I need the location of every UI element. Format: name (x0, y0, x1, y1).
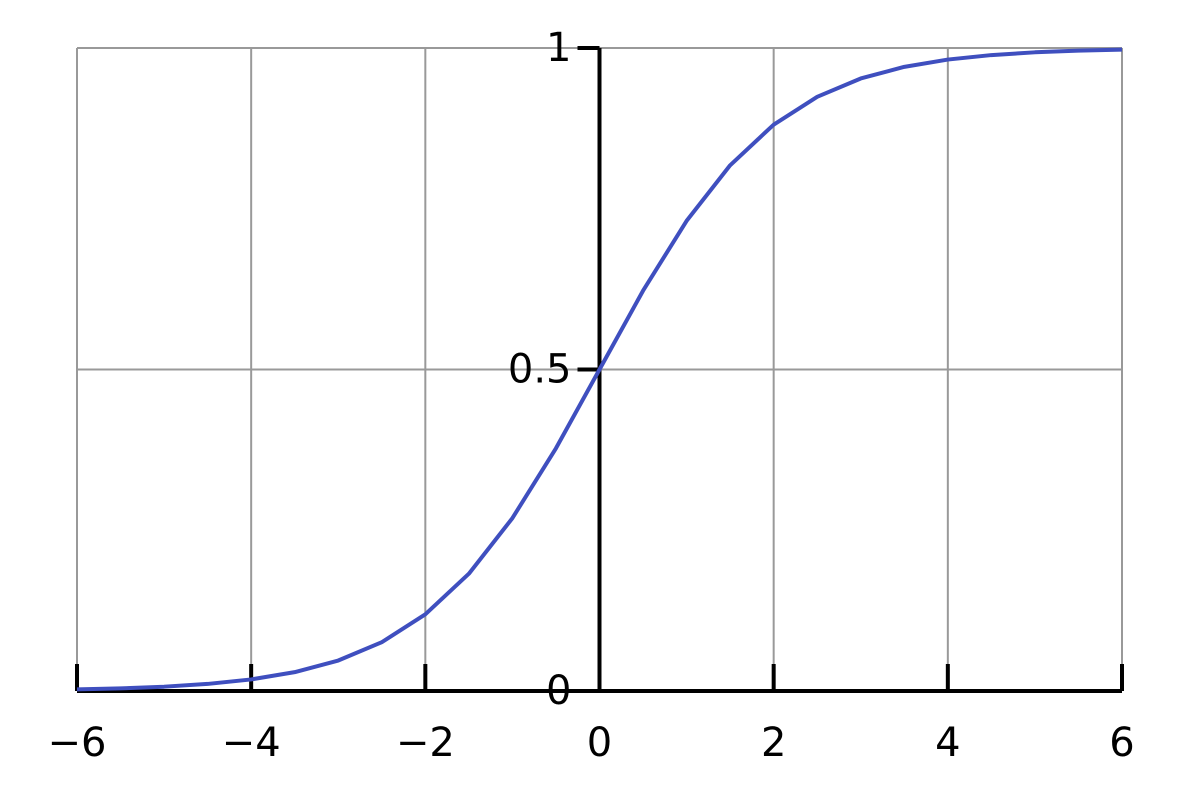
x-tick-label: −2 (396, 720, 455, 766)
y-tick-label: 0 (546, 668, 571, 714)
y-tick-label: 1 (546, 25, 571, 71)
x-tick-label: −4 (222, 720, 281, 766)
x-tick-label: 6 (1109, 720, 1134, 766)
x-tick-label: 4 (935, 720, 960, 766)
x-tick-label: 2 (761, 720, 786, 766)
y-tick-label: 0.5 (508, 347, 572, 393)
curve (76, 47, 1123, 692)
x-tick-label: 0 (587, 720, 612, 766)
x-tick-label: −6 (48, 720, 107, 766)
